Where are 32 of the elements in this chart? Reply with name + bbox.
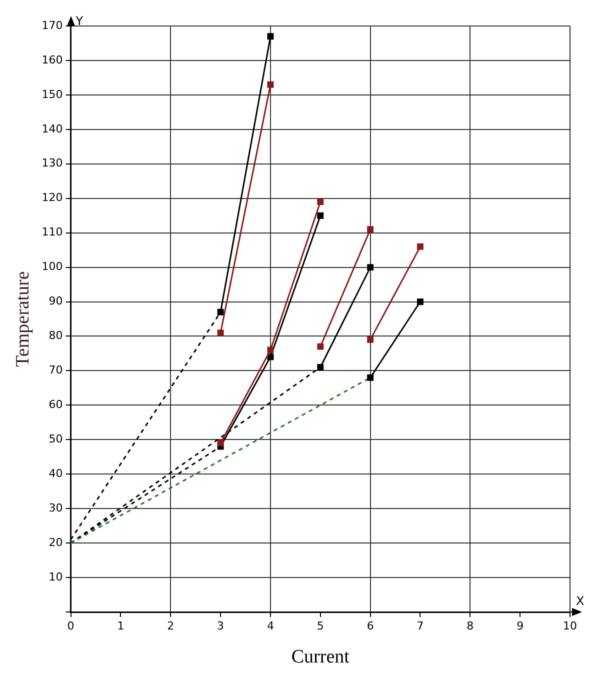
x-tick-label: 1 [117,619,124,632]
y-tick-label: 20 [48,536,63,549]
x-tick-label: 10 [563,619,577,632]
y-tick-label: 30 [48,501,63,514]
x-tick-label: 2 [167,619,174,632]
y-tick-label: 60 [48,398,63,412]
x-tick-label: 5 [316,619,324,632]
y-tick-label: 90 [48,294,63,308]
y-tick-label: 100 [42,260,63,274]
y-tick-label: 110 [42,226,63,239]
x-tick-label: 9 [516,619,524,632]
x-tick-label: 7 [416,619,424,632]
y-axis-title: Temperature [12,271,34,367]
annotation: Y [74,14,84,28]
y-tick-label: 80 [48,329,63,342]
y-tick-label: 160 [42,53,63,66]
x-tick-label: 8 [466,619,474,632]
y-tick-label: 170 [42,18,63,32]
x-axis-title: Current [291,646,350,668]
y-tick-label: 120 [42,191,63,204]
y-tick-label: 140 [42,122,63,136]
y-tick-label: 50 [48,432,63,446]
y-tick-label: 40 [48,466,63,480]
x-tick-label: 4 [266,619,274,632]
y-tick-label: 150 [42,88,63,101]
y-tick-label: 70 [48,364,63,377]
x-tick-label: 6 [366,619,374,632]
text: X [576,594,584,608]
x-tick-label: 3 [217,619,224,632]
x-tick-label: 0 [67,619,74,632]
y-tick-label: 10 [48,570,63,584]
y-tick-label: 130 [42,156,63,170]
